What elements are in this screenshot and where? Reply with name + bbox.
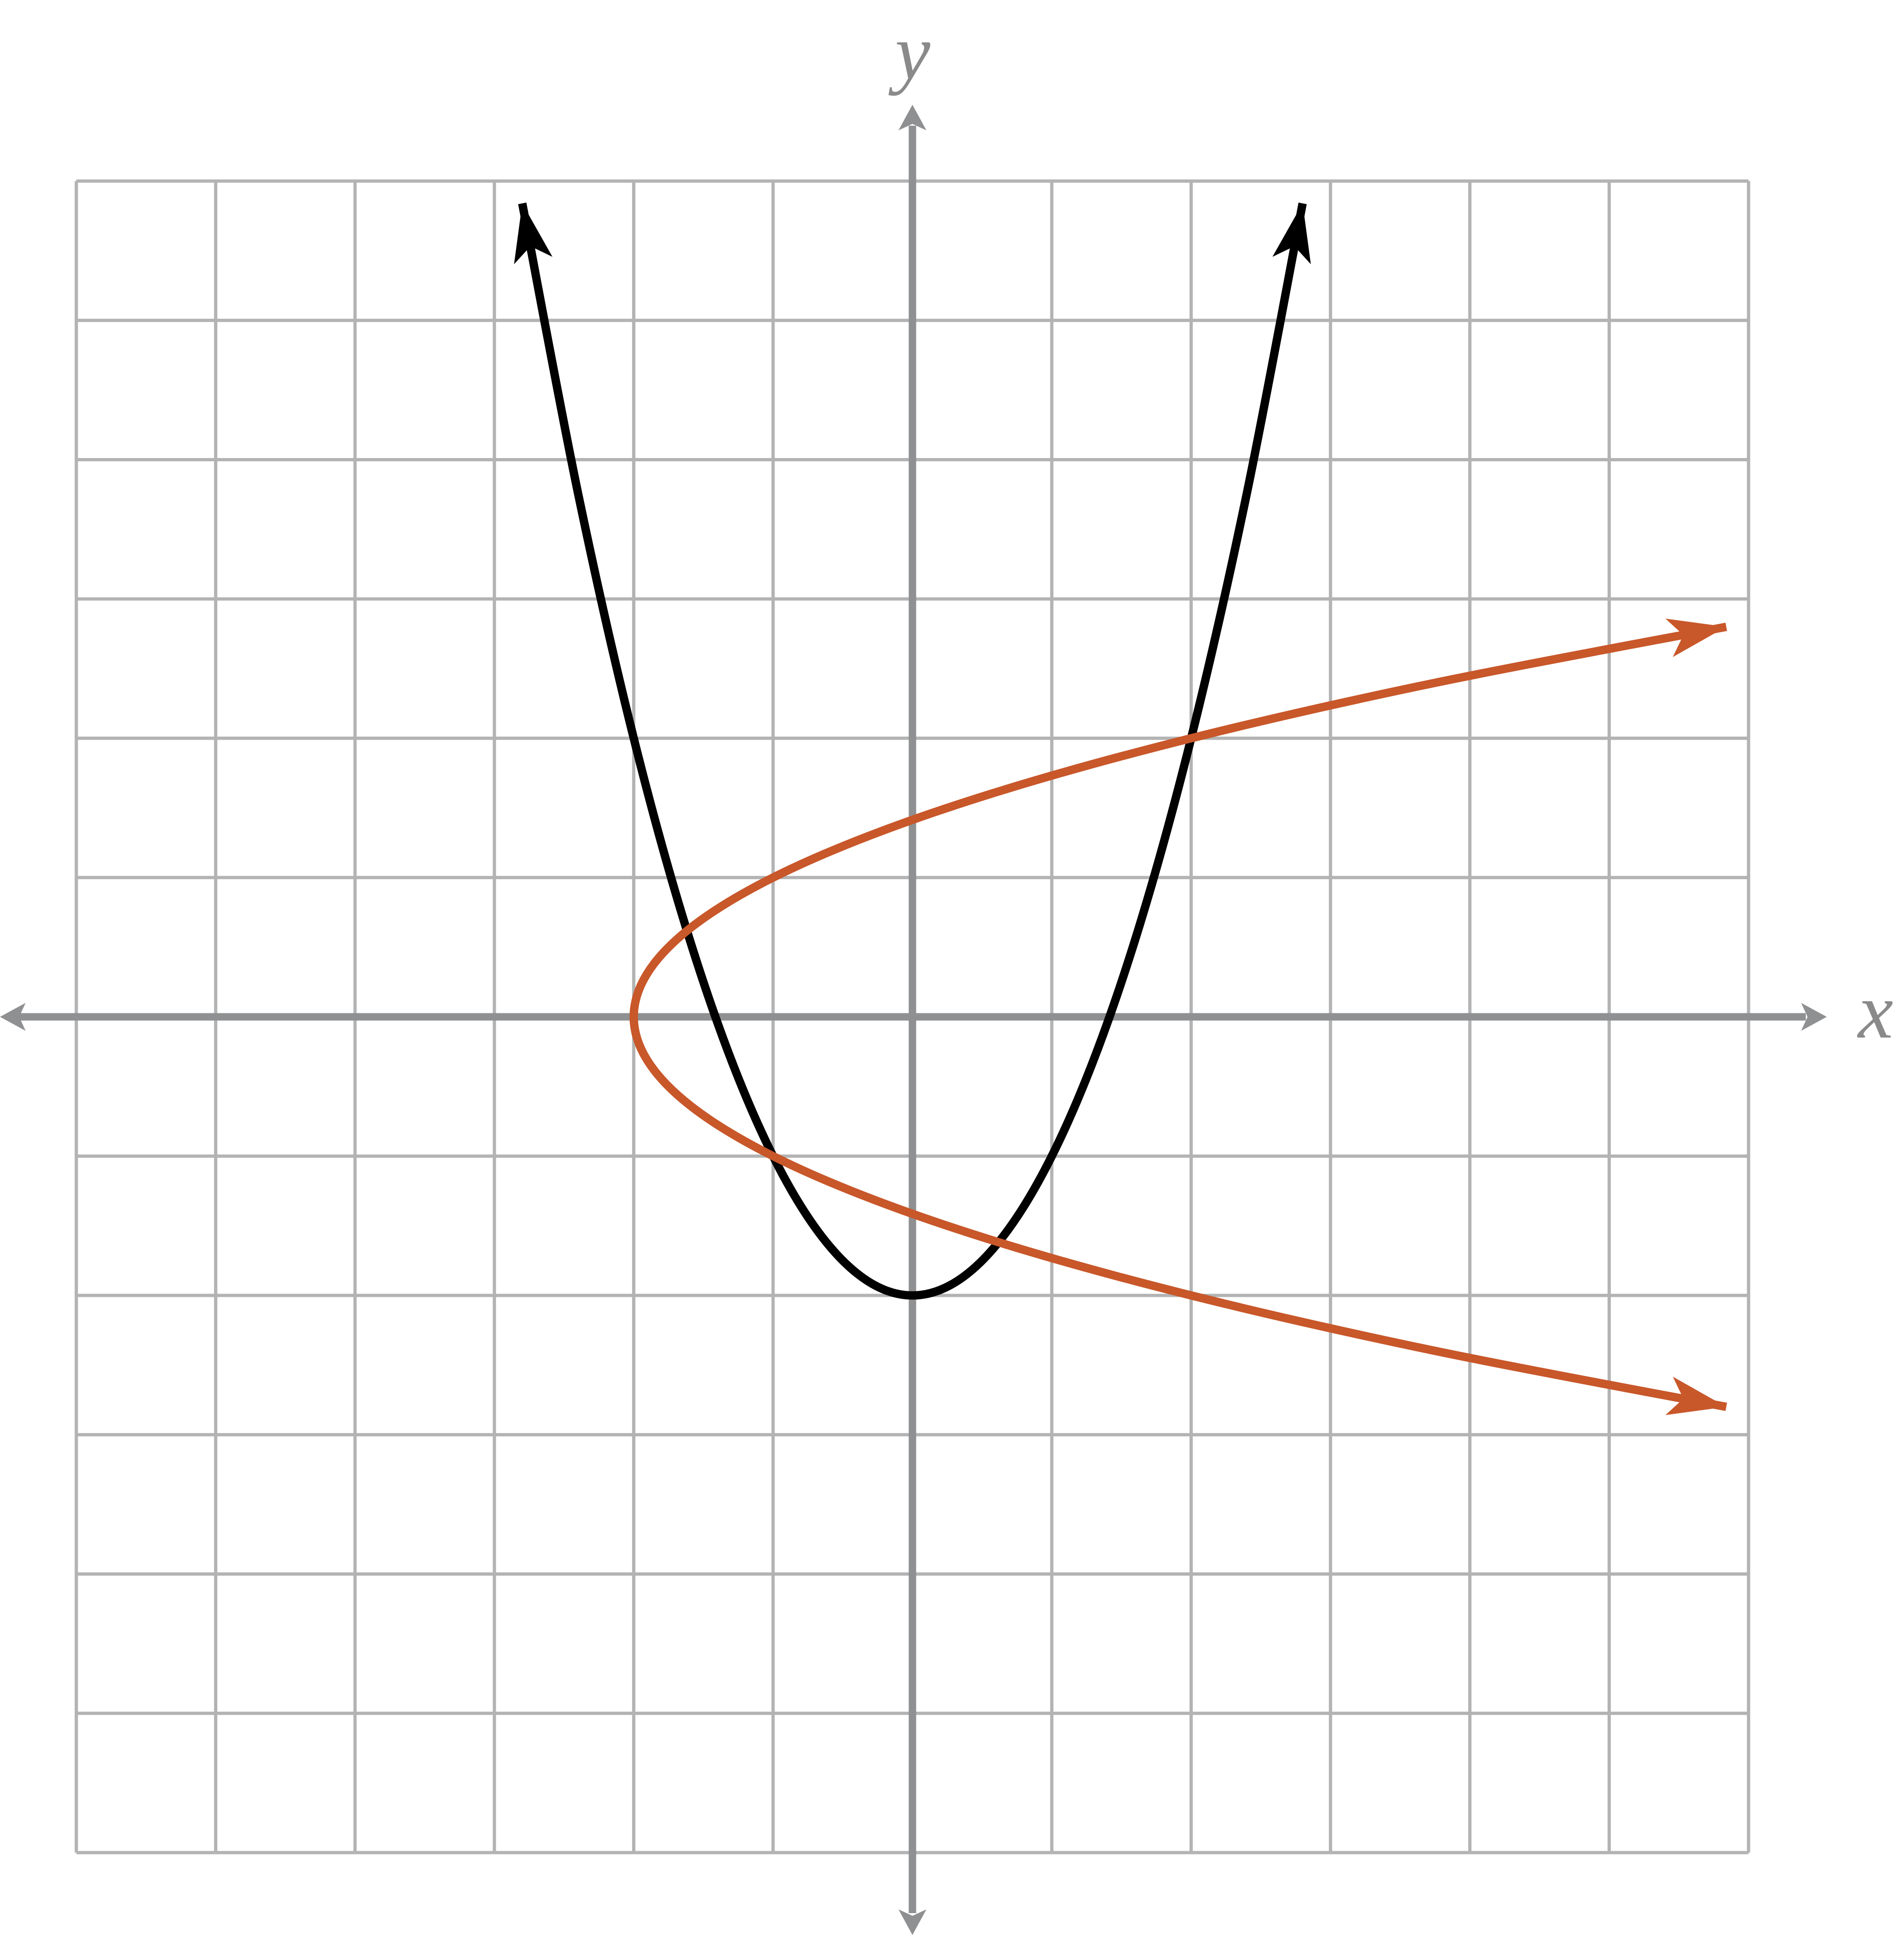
curve [518, 202, 1307, 1300]
curve-arrow [514, 203, 552, 264]
axis-arrow [898, 1909, 927, 1935]
axis-arrow [0, 1003, 26, 1031]
curve-arrow [1665, 1376, 1727, 1416]
axis-arrow [1801, 1003, 1827, 1031]
y-axis-label: y [888, 8, 930, 96]
curve-arrow [1272, 203, 1311, 264]
plot [0, 105, 1827, 1935]
curve-arrow [1665, 618, 1727, 657]
x-axis-label: x [1857, 967, 1893, 1055]
axis-arrow [898, 105, 927, 130]
curve [629, 622, 1727, 1411]
